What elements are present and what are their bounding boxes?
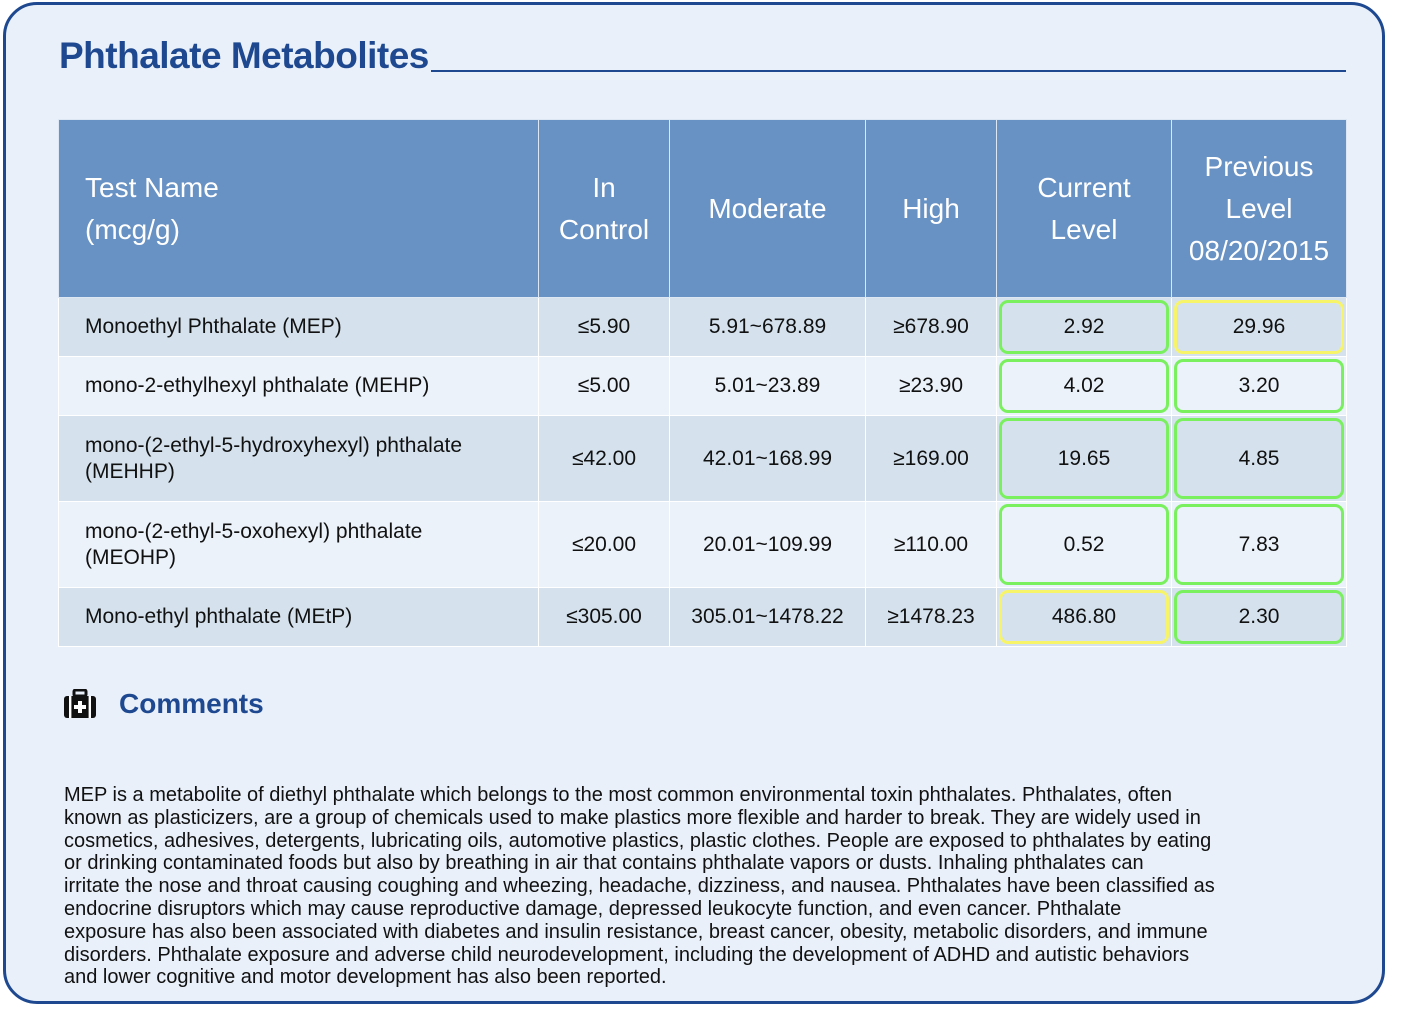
comment-line: disorders. Phthalate exposure and advers… <box>64 943 1190 966</box>
table-row: mono-(2-ethyl-5-oxohexyl) phthalate (MEOH… <box>58 501 1347 588</box>
header-previous-level: Previous Level 08/20/2015 <box>1171 119 1347 298</box>
moderate-cell: 20.01~109.99 <box>669 501 866 588</box>
table-row: mono-(2-ethyl-5-hydroxyhexyl) phthalate(… <box>58 415 1347 502</box>
moderate-cell: 5.01~23.89 <box>669 356 866 416</box>
comment-line: or drinking contaminated foods but also … <box>64 852 1144 875</box>
previous-level-value: 2.30 <box>1174 590 1344 644</box>
current-level-cell: 486.80 <box>996 587 1172 647</box>
previous-level-cell: 2.30 <box>1171 587 1347 647</box>
previous-level-cell: 4.85 <box>1171 415 1347 502</box>
table-row: Monoethyl Phthalate (MEP) ≤5.90 5.91~678… <box>58 297 1347 357</box>
comment-line: irritate the nose and throat causing cou… <box>64 875 1215 898</box>
current-level-value: 486.80 <box>999 590 1169 644</box>
previous-level-value: 3.20 <box>1174 359 1344 413</box>
header-high: High <box>865 119 997 298</box>
comments-heading: Comments <box>119 688 264 719</box>
section-title: Phthalate Metabolites <box>59 35 429 76</box>
current-level-cell: 19.65 <box>996 415 1172 502</box>
previous-level-cell: 3.20 <box>1171 356 1347 416</box>
high-cell: ≥23.90 <box>865 356 997 416</box>
current-level-cell: 0.52 <box>996 501 1172 588</box>
previous-level-value: 7.83 <box>1174 504 1344 585</box>
test-name-cell: mono-(2-ethyl-5-oxohexyl) phthalate (MEOH… <box>58 501 539 588</box>
high-cell: ≥110.00 <box>865 501 997 588</box>
first-aid-kit-icon <box>64 689 96 718</box>
table-row: Mono-ethyl phthalate (MEtP) ≤305.00 305.… <box>58 587 1347 647</box>
test-name-cell: mono-2-ethylhexyl phthalate (MEHP) <box>58 356 539 416</box>
in-control-cell: ≤305.00 <box>538 587 670 647</box>
comment-line: cosmetics, adhesives, detergents, lubric… <box>64 829 1212 852</box>
test-name-cell: Mono-ethyl phthalate (MEtP) <box>58 587 539 647</box>
previous-level-cell: 29.96 <box>1171 297 1347 357</box>
in-control-cell: ≤42.00 <box>538 415 670 502</box>
current-level-value: 19.65 <box>999 418 1169 499</box>
in-control-cell: ≤5.90 <box>538 297 670 357</box>
current-level-cell: 4.02 <box>996 356 1172 416</box>
high-cell: ≥1478.23 <box>865 587 997 647</box>
previous-level-value: 29.96 <box>1174 300 1344 354</box>
report-card: Phthalate Metabolites Test Name (mcg/g) … <box>3 2 1385 1004</box>
moderate-cell: 42.01~168.99 <box>669 415 866 502</box>
table-row: mono-2-ethylhexyl phthalate (MEHP) ≤5.00… <box>58 356 1347 416</box>
comment-line: and lower cognitive and motor developmen… <box>64 966 667 989</box>
current-level-value: 4.02 <box>999 359 1169 413</box>
results-table: Test Name (mcg/g) In Control Moderate Hi… <box>58 119 1347 647</box>
high-cell: ≥678.90 <box>865 297 997 357</box>
table-header-row: Test Name (mcg/g) In Control Moderate Hi… <box>58 119 1347 298</box>
comment-line: known as plasticizers, are a group of ch… <box>64 806 1201 829</box>
header-current-level: Current Level <box>996 119 1172 298</box>
comment-line: MEP is a metabolite of diethyl phthalate… <box>64 784 1173 806</box>
comment-paragraph: MEP is a metabolite of diethyl phthalate… <box>64 784 1354 989</box>
header-moderate: Moderate <box>669 119 866 298</box>
current-level-value: 0.52 <box>999 504 1169 585</box>
previous-level-cell: 7.83 <box>1171 501 1347 588</box>
moderate-cell: 305.01~1478.22 <box>669 587 866 647</box>
title-divider <box>431 70 1346 72</box>
previous-level-value: 4.85 <box>1174 418 1344 499</box>
comment-line: exposure has also been associated with d… <box>64 920 1208 943</box>
in-control-cell: ≤5.00 <box>538 356 670 416</box>
header-test-name: Test Name (mcg/g) <box>58 119 539 298</box>
header-in-control: In Control <box>538 119 670 298</box>
current-level-cell: 2.92 <box>996 297 1172 357</box>
test-name-cell: mono-(2-ethyl-5-hydroxyhexyl) phthalate(… <box>58 415 539 502</box>
comment-line: endocrine disruptors which may cause rep… <box>64 897 1122 920</box>
moderate-cell: 5.91~678.89 <box>669 297 866 357</box>
in-control-cell: ≤20.00 <box>538 501 670 588</box>
test-name-cell: Monoethyl Phthalate (MEP) <box>58 297 539 357</box>
current-level-value: 2.92 <box>999 300 1169 354</box>
high-cell: ≥169.00 <box>865 415 997 502</box>
